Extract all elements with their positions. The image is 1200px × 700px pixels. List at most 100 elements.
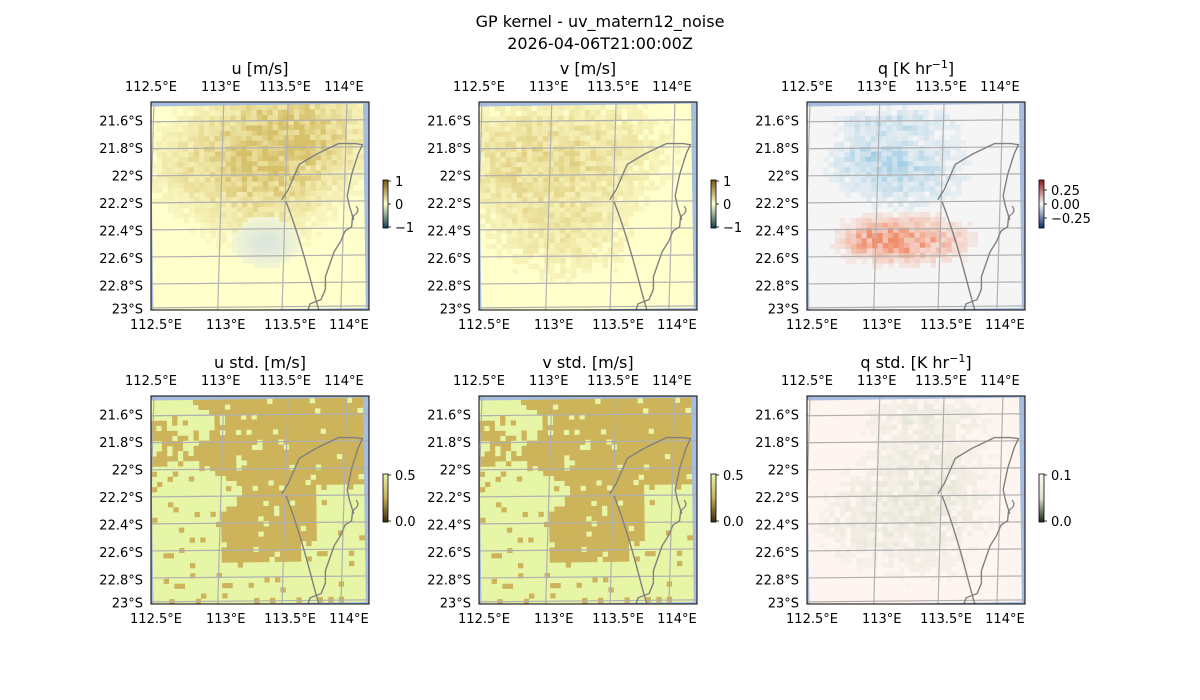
heatmap-cell [294,145,301,151]
heatmap-cell [587,298,594,305]
heatmap-cell [538,243,545,249]
heatmap-cell [585,196,592,203]
heatmap-cell [500,146,507,153]
heatmap-cell [565,283,572,290]
heatmap-cell [592,273,599,279]
heatmap-cell [235,130,242,137]
heatmap-cell [247,186,253,193]
heatmap-cell [264,268,270,274]
heatmap-cell [531,126,538,132]
heatmap-cell [903,247,910,254]
heatmap-cell [258,263,265,269]
heatmap-cell [973,262,979,268]
heatmap-cell [1010,292,1017,298]
heatmap-cell [888,294,895,300]
heatmap-cell [521,146,528,153]
heatmap-cell [347,149,354,156]
heatmap-cell [274,227,280,233]
heatmap-cell [538,233,545,239]
heatmap-cell [971,124,977,131]
heatmap-cell [521,156,528,163]
heatmap-cell [543,207,550,214]
heatmap-cell [955,155,962,161]
heatmap-cell [665,170,671,176]
heatmap-cell [584,125,591,131]
heatmap-cell [537,141,544,147]
lat-tick-label: 22°S [112,170,143,185]
heatmap-cell [189,213,195,219]
heatmap-cell [1005,287,1012,293]
heatmap-cell [596,181,603,187]
heatmap-cell [627,119,633,126]
heatmap-cell [623,221,630,228]
heatmap-cell [565,268,572,275]
heatmap-cell [352,169,359,176]
heatmap-cell [273,191,280,198]
heatmap-cell [1003,129,1009,135]
heatmap-cell [236,191,243,198]
heatmap-cell [157,187,163,194]
heatmap-cell [914,263,921,269]
heatmap-cell [166,126,173,133]
heatmap-cell [511,218,518,224]
heatmap-cell [322,292,329,299]
heatmap-cell [643,139,650,146]
heatmap-cell [643,180,650,187]
heatmap-cell [941,257,947,264]
heatmap-cell [840,243,847,250]
heatmap-cell [316,206,323,212]
heatmap-cell [251,105,258,111]
heatmap-cell [1003,154,1010,161]
heatmap-cell [543,187,550,193]
colorbar-gradient [382,179,389,229]
heatmap-cell [188,177,195,183]
heatmap-cell [189,264,196,270]
heatmap-cell [935,221,942,228]
heatmap-cell [978,241,984,248]
heatmap-cell [230,115,237,122]
heatmap-cell [178,218,185,224]
heatmap-cell [494,136,501,143]
heatmap-cell [168,238,175,245]
heatmap-cell [913,140,919,147]
heatmap-cell [941,262,948,269]
heatmap-cell [591,237,598,244]
heatmap-cell [554,212,561,219]
heatmap-cell [527,207,534,214]
heatmap-cell [977,211,984,217]
heatmap-cell [564,151,570,157]
heatmap-cell [838,126,845,132]
heatmap-cell [290,282,297,289]
heatmap-cell [961,206,968,212]
heatmap-cell [886,161,893,168]
heatmap-cell [230,156,237,162]
heatmap-cell [1010,271,1017,278]
heatmap-cell [490,233,497,240]
heatmap-cell [685,123,692,130]
heatmap-cell [666,261,673,268]
heatmap-cell [654,190,661,197]
heatmap-cell [305,175,312,182]
heatmap-cell [624,288,631,294]
heatmap-cell [881,135,887,142]
heatmap-cell [973,277,980,284]
heatmap-cell [502,294,509,301]
heatmap-cell [849,110,855,117]
heatmap-cell [592,283,599,289]
heatmap-cell [601,196,608,203]
lon-tick-label-bottom: 113°E [206,318,246,333]
heatmap-cell [596,166,602,172]
heatmap-cell [309,398,316,404]
heatmap-cell [538,217,545,224]
heatmap-cell [914,268,921,274]
heatmap-cell [327,236,334,243]
heatmap-cell [649,180,656,187]
heatmap-cell [680,149,687,156]
heatmap-cell [214,141,221,147]
heatmap-cell [569,166,576,172]
heatmap-cell [579,150,586,157]
heatmap-cell [312,277,318,284]
heatmap-cell [819,269,826,276]
heatmap-cell [892,212,899,218]
heatmap-cell [928,125,935,131]
